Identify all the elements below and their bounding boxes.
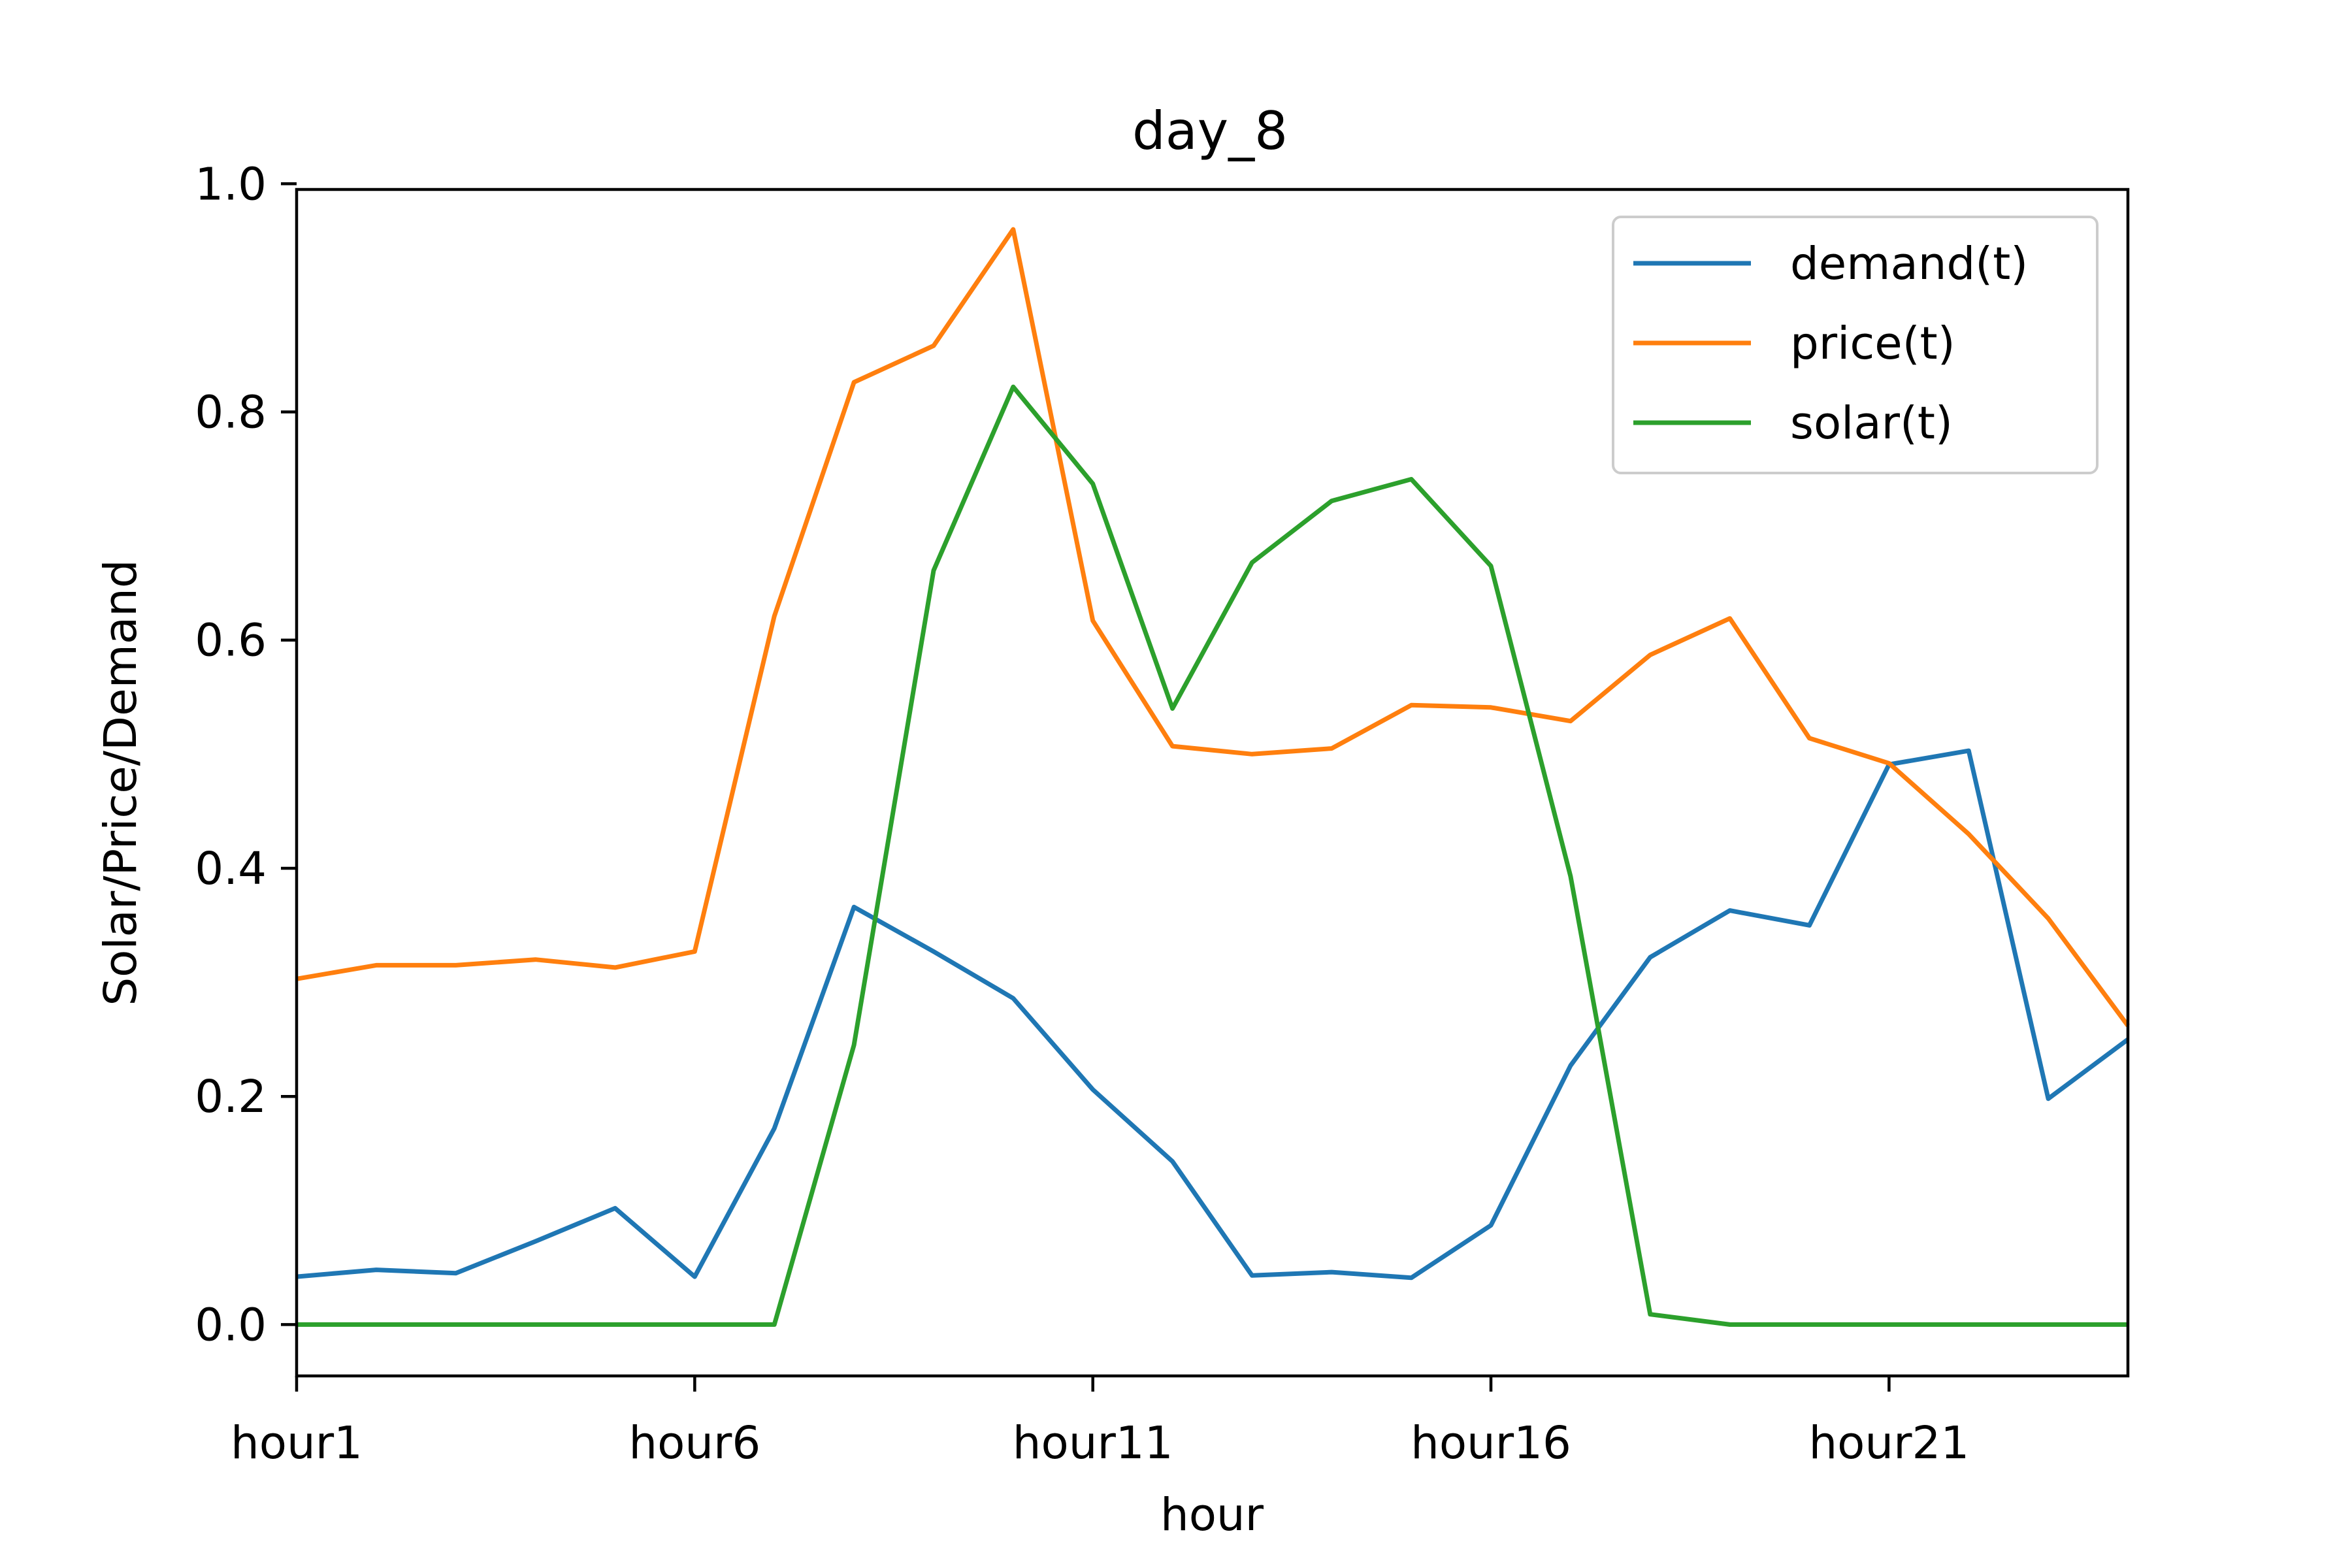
legend-box (1612, 216, 2099, 474)
plot-frame (295, 188, 2130, 1378)
y-axis-ticks: 0.0 0.2 0.4 0.6 0.8 1.0 (195, 158, 297, 1351)
x-tick-label: hour11 (1013, 1417, 1173, 1469)
chart-title: day_8 (1132, 101, 1288, 161)
series-line-demand-t (296, 748, 2130, 1281)
legend-label: demand(t) (1790, 238, 2028, 290)
y-tick-label: 0.4 (195, 843, 267, 895)
x-tick-label: hour16 (1411, 1417, 1571, 1469)
y-tick-label: 0.2 (195, 1071, 267, 1123)
x-axis-ticks: hour1 hour6 hour11 hour16 hour21 (231, 1376, 1969, 1469)
series-layer (296, 227, 2130, 1327)
y-tick-label: 0.8 (195, 387, 267, 439)
legend-entries: demand(t) price(t) solar(t) (1633, 238, 2028, 449)
x-tick-label: hour1 (231, 1417, 363, 1469)
legend-label: price(t) (1790, 318, 1955, 370)
y-tick-label: 0.0 (195, 1299, 267, 1351)
x-tick-label: hour6 (629, 1417, 760, 1469)
y-axis-label: Solar/Price/Demand (95, 559, 147, 1005)
x-axis-label: hour (1160, 1489, 1264, 1541)
y-tick-label: 0.6 (195, 615, 267, 667)
series-line-solar-t (297, 384, 2128, 1327)
legend: demand(t) price(t) solar(t) (1612, 216, 2099, 474)
x-tick-label: hour21 (1808, 1417, 1969, 1469)
legend-label: solar(t) (1790, 397, 1953, 449)
y-tick-label: 1.0 (195, 158, 267, 210)
series-line-price-t (296, 227, 2130, 1027)
